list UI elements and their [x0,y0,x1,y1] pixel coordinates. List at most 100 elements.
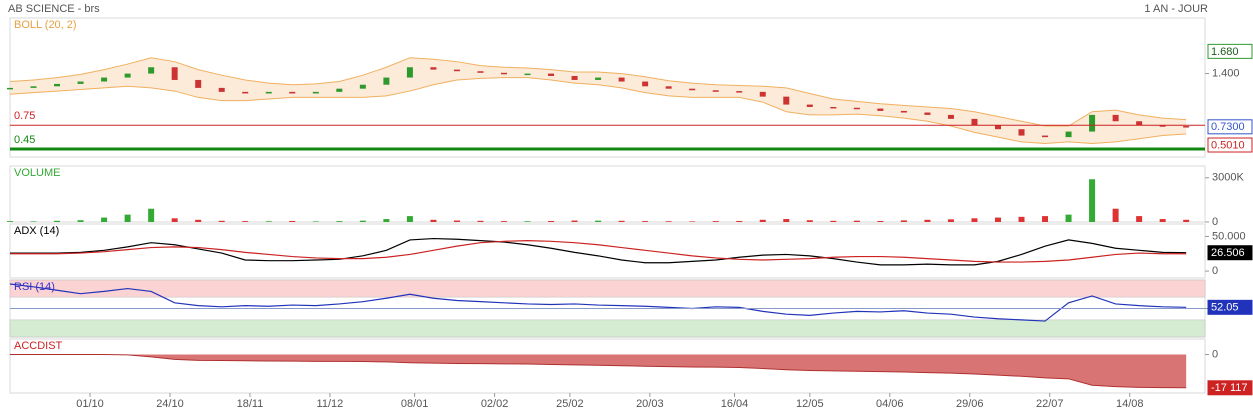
panel-frame [9,165,1206,223]
value-box-label: 52.05 [1211,302,1239,314]
volume-bar [736,220,743,222]
candle [712,90,719,92]
bollinger-lower [9,77,1187,144]
volume-bar [148,208,155,222]
value-box-label: 0.7300 [1211,121,1245,133]
value-box-label: 1.680 [1211,46,1239,58]
y-tick-label: 1.400 [1212,68,1240,80]
volume-bar [77,220,84,222]
y-tick-label: 50.000 [1212,230,1246,242]
volume-bar [7,221,13,222]
x-tick-label: 02/02 [481,398,509,410]
candle [853,107,860,110]
x-tick-label: 25/02 [556,398,584,410]
value-box-label: 26.506 [1211,247,1245,259]
volume-bar [124,214,131,222]
candle [924,112,931,115]
candle [595,77,602,80]
volume-bar [477,220,484,222]
volume-bar [759,219,766,222]
panel-title: BOLL (20, 2) [14,19,77,31]
volume-bar [712,221,719,222]
candle [7,87,13,90]
volume-bar [289,220,296,222]
candle [524,73,531,76]
candle [971,118,978,126]
volume-bar [1042,216,1049,222]
volume-bar [924,219,931,222]
y-tick-label: 0 [1212,348,1218,360]
candle [1159,125,1166,127]
volume-bar [265,221,272,222]
level-label: 0.45 [14,134,35,146]
candle [830,106,837,109]
volume-bar [1018,216,1025,222]
candle [783,96,790,105]
volume-bar [359,220,366,222]
candle [1042,135,1049,138]
candle [806,104,813,107]
candle [359,84,366,89]
chart-title: AB SCIENCE - brs [8,3,100,15]
candle [101,77,108,82]
value-box [1207,245,1253,261]
volume-bar [994,217,1001,222]
x-tick-label: 11/12 [317,398,344,410]
volume-bar [500,221,507,222]
volume-bar [618,220,625,222]
volume-bar [1183,219,1190,222]
panel-title: VOLUME [14,167,60,179]
panel-frame [9,338,1206,394]
x-tick-label: 01/10 [76,398,104,410]
candle [171,67,178,80]
volume-bar [689,221,696,222]
volume-bar [406,216,413,222]
candle [1136,121,1143,126]
candle [312,91,319,94]
x-tick-label: 04/06 [876,398,904,410]
candle [759,91,766,97]
candle [1065,131,1072,138]
panel-frame [9,223,1206,279]
x-tick-label: 14/08 [1116,398,1144,410]
candle [736,91,743,93]
candle [195,79,202,88]
candle [665,86,672,89]
bollinger-upper [9,57,1187,127]
value-box-label: -17 117 [1211,382,1248,394]
accdist-line [10,354,1187,389]
candle [265,91,272,94]
candle [689,88,696,91]
indicator-line [9,283,1187,322]
volume-bar [947,219,954,222]
candle [148,67,155,74]
volume-bar [642,221,649,222]
volume-bar [218,220,225,222]
candle [430,67,437,70]
bollinger-band [10,57,1187,144]
value-box [1207,119,1253,135]
candle [30,86,37,88]
value-box [1207,380,1253,396]
indicator-line [10,240,1187,263]
volume-bar [383,219,390,222]
volume-bar [900,220,907,222]
x-tick-label: 16/04 [721,398,749,410]
candle [289,91,296,94]
candle [900,110,907,113]
candle [54,83,61,87]
candle [1112,114,1119,122]
candle [1183,126,1190,128]
volume-bar [877,220,884,222]
candle [453,69,460,72]
volume-bar [171,218,178,222]
candle [383,77,390,85]
x-tick-label: 24/10 [156,398,184,410]
candle [500,72,507,75]
candle [642,81,649,87]
candle [571,75,578,80]
x-tick-label: 29/06 [956,398,984,410]
y-tick-label: 0 [1212,265,1218,277]
candle [77,81,84,84]
value-box [1207,137,1253,153]
